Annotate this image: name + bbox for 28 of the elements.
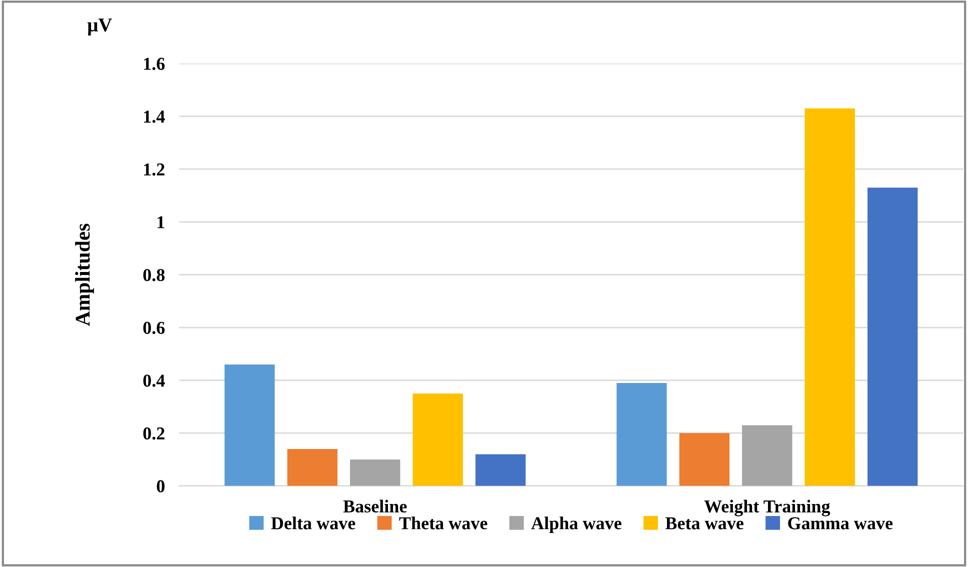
y-tick-label: 0.4: [143, 374, 165, 387]
y-tick-label: 1: [158, 216, 164, 228]
legend-label: Theta wave: [399, 516, 488, 530]
legend-label: Delta wave: [271, 516, 356, 530]
legend-label: Gamma wave: [788, 517, 893, 530]
bar: [224, 364, 275, 486]
y-tick-label: 0.2: [143, 427, 164, 440]
bar: [616, 382, 667, 486]
bar: [868, 188, 918, 486]
bar: [350, 460, 400, 486]
y-tick-label: 0: [156, 480, 165, 492]
bar: [742, 425, 792, 486]
x-tick-label: Baseline: [343, 500, 407, 513]
bar: [679, 433, 730, 486]
y-tick-label: 0.6: [143, 322, 165, 334]
y-tick-label: 1.6: [144, 58, 165, 70]
bar: [412, 394, 463, 486]
bar: [475, 454, 526, 486]
legend-label: Alpha wave: [531, 516, 622, 534]
y-tick-label: 1.4: [144, 110, 165, 123]
y-axis-title: Amplitudes: [75, 224, 94, 326]
x-tick-label: Weight Training: [704, 500, 830, 516]
y-tick-label: 1.2: [144, 163, 164, 176]
bar: [804, 108, 855, 486]
y-tick-label: 0.8: [143, 268, 165, 282]
bar: [287, 448, 338, 486]
legend-label: Beta wave: [665, 517, 744, 530]
text: μV: [87, 18, 112, 36]
